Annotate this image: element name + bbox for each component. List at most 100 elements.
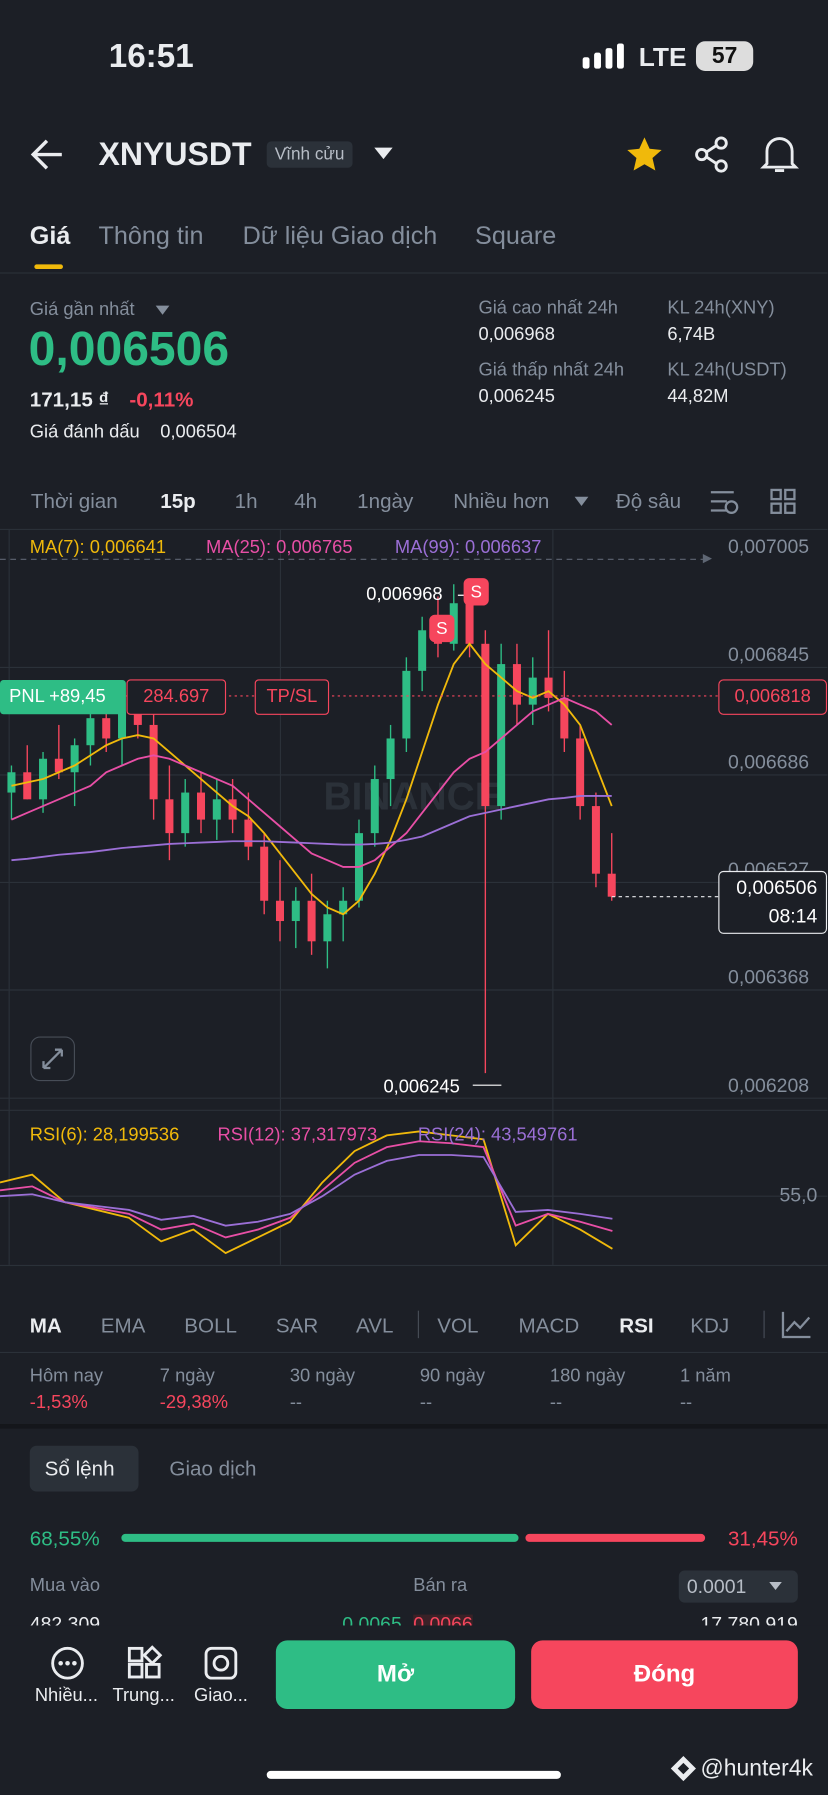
symbol-caret[interactable] (373, 147, 394, 161)
watermark-logo (670, 1755, 696, 1782)
candle-body (23, 772, 32, 800)
tab[interactable]: Square (475, 220, 557, 250)
interval[interactable]: 1ngày (357, 489, 414, 513)
orderbook-tab[interactable]: Giao dịch (169, 1457, 257, 1481)
divider (0, 272, 828, 274)
interval[interactable]: 4h (294, 489, 318, 513)
y-tick-label: 0,006845 (728, 644, 809, 666)
candle-body (418, 630, 427, 671)
interval[interactable]: Nhiều hơn (453, 489, 550, 513)
sell-label: Bán ra (413, 1576, 468, 1596)
share-button[interactable] (693, 135, 732, 174)
orderbook-tab[interactable]: Sổ lệnh (44, 1457, 115, 1481)
entry-box (718, 679, 828, 715)
low-label: 0,006245 (383, 1075, 459, 1096)
tab[interactable]: Giá (29, 220, 71, 250)
candle-body (512, 664, 521, 705)
indicator[interactable]: MA (29, 1314, 62, 1338)
home-indicator (266, 1770, 561, 1779)
interval[interactable]: 1h (234, 489, 258, 513)
size-box (126, 679, 227, 715)
battery-icon (695, 41, 754, 71)
signal-marker (429, 614, 455, 643)
rsi-legend: RSI(12): 37,317973 (217, 1123, 377, 1144)
indicator[interactable]: BOLL (184, 1314, 237, 1338)
period-value: -- (679, 1393, 693, 1413)
candle-body (70, 745, 79, 773)
more-icon[interactable] (49, 1645, 86, 1682)
indicator[interactable]: RSI (619, 1314, 654, 1338)
ma-legend: MA(25): 0,006765 (206, 536, 352, 557)
candle-body (102, 718, 111, 739)
divider (0, 528, 828, 530)
stat-label: Giá cao nhất 24h (478, 298, 618, 319)
period-label: 180 ngày (549, 1366, 626, 1387)
y-tick-label: 0,006686 (728, 752, 809, 774)
stat-value: 0,006968 (478, 325, 555, 345)
interval[interactable]: 15p (160, 489, 196, 513)
sell-qty: 17.780.919 (700, 1613, 798, 1626)
watermark: @hunter4k (700, 1755, 813, 1782)
fullscreen-button[interactable] (30, 1036, 76, 1082)
step-value: 0.0001 (686, 1575, 747, 1598)
close-button[interactable]: Đóng (531, 1640, 798, 1710)
candle-body (260, 846, 269, 901)
network: LTE (638, 41, 687, 72)
period-label: Hôm nay (29, 1366, 104, 1387)
indicator[interactable]: AVL (356, 1314, 394, 1338)
indicator[interactable]: EMA (100, 1314, 146, 1338)
y-tick-label: 0,006368 (728, 967, 809, 989)
period-value: -1,53% (29, 1393, 88, 1413)
high-label: 0,006968 (366, 583, 442, 604)
buy-qty: 482.309 (29, 1613, 101, 1626)
open-button[interactable]: Mở (275, 1640, 516, 1710)
candle-body (323, 914, 332, 942)
signal-label: S (436, 618, 447, 638)
back-button[interactable] (30, 135, 67, 174)
y-tick-label: 0,007005 (728, 536, 809, 558)
alert-button[interactable] (760, 134, 800, 175)
candle-body (291, 900, 300, 922)
favorite-star[interactable] (625, 135, 664, 174)
price-caret[interactable] (155, 304, 171, 315)
period-label: 90 ngày (419, 1366, 486, 1387)
stat-value: 6,74B (667, 325, 716, 345)
interval[interactable]: Độ sâu (615, 489, 682, 513)
trade-icon[interactable] (203, 1645, 240, 1682)
interval[interactable]: Thời gian (30, 489, 118, 513)
period-value: -- (289, 1393, 303, 1413)
tab[interactable]: Dữ liệu Giao dịch (242, 220, 438, 250)
indicator[interactable]: VOL (437, 1314, 479, 1338)
price-chart[interactable]: 0,0070050,0068450,0066860,0065270,006368… (0, 528, 828, 1271)
candle-body (465, 603, 474, 644)
candle-body (275, 900, 285, 922)
center-icon[interactable] (126, 1645, 163, 1682)
candle-body (212, 799, 221, 820)
status-time: 16:51 (108, 38, 194, 75)
chart-tools[interactable] (709, 486, 801, 516)
ma-line (11, 696, 613, 868)
last-price-label: Giá gần nhất (29, 299, 135, 320)
ma-line (11, 642, 613, 916)
candle-body (181, 792, 190, 834)
rsi-line (0, 1130, 613, 1255)
indicator[interactable]: KDJ (690, 1314, 730, 1338)
rsi-line (0, 1154, 613, 1227)
candle-body (402, 670, 411, 739)
candle-body (165, 799, 174, 834)
divider (0, 1264, 828, 1267)
candle-body (481, 643, 490, 807)
position-size: 284.697 (143, 685, 209, 706)
candle-body (133, 711, 142, 725)
rsi-tick-label: 55,0 (779, 1184, 817, 1206)
last-price: 0,006506 (28, 321, 230, 376)
indicator[interactable]: SAR (275, 1314, 319, 1338)
symbol[interactable]: XNYUSDT (98, 136, 252, 172)
tab[interactable]: Thông tin (98, 220, 204, 250)
indicator-settings[interactable] (781, 1310, 813, 1340)
rsi-legend: RSI(24): 43,549761 (418, 1123, 578, 1144)
section-divider (0, 1424, 828, 1429)
candle-body (339, 900, 348, 915)
indicator[interactable]: MACD (518, 1314, 580, 1338)
